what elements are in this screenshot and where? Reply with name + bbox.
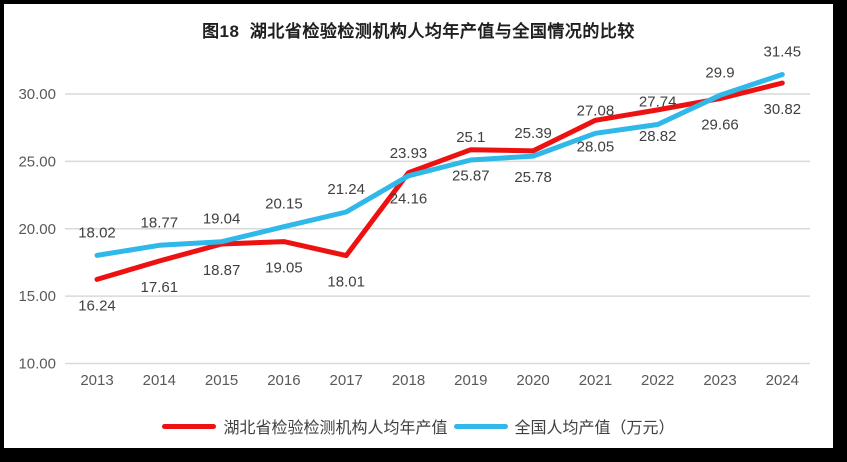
legend-item-hubei: 湖北省检验检测机构人均年产值 — [162, 414, 448, 438]
x-tick-label: 2024 — [766, 372, 799, 389]
chart-title: 图18 湖北省检验检测机构人均年产值与全国情况的比较 — [202, 22, 635, 41]
x-tick-label: 2014 — [143, 372, 176, 389]
legend-label-hubei: 湖北省检验检测机构人均年产值 — [223, 420, 448, 437]
data-label: 17.61 — [141, 279, 179, 296]
data-label: 30.82 — [764, 101, 802, 118]
line-chart-plot-area: 10.00 15.00 20.00 25.00 30.00 2013 2014 2015 201… — [18, 43, 810, 389]
data-label: 21.24 — [327, 181, 365, 198]
x-tick-label: 2013 — [80, 372, 113, 389]
y-tick-label: 30.00 — [18, 86, 56, 103]
x-tick-label: 2017 — [330, 372, 363, 389]
data-label: 25.87 — [452, 168, 490, 185]
data-label: 20.15 — [265, 196, 303, 213]
x-tick-label: 2019 — [454, 372, 487, 389]
data-label: 16.24 — [78, 297, 116, 314]
data-label: 27.08 — [577, 102, 615, 119]
x-tick-label: 2023 — [703, 372, 736, 389]
data-label: 28.05 — [577, 138, 615, 155]
data-label: 18.01 — [327, 274, 365, 291]
legend-item-national: 全国人均产值（万元） — [453, 414, 675, 438]
data-label: 25.39 — [514, 125, 552, 142]
y-tick-label: 20.00 — [18, 221, 56, 238]
y-tick-label: 25.00 — [18, 153, 56, 170]
data-label: 25.78 — [514, 169, 552, 186]
x-tick-label: 2020 — [516, 372, 549, 389]
data-label: 27.74 — [639, 93, 677, 110]
x-tick-label: 2016 — [267, 372, 300, 389]
data-label: 31.45 — [764, 43, 802, 60]
data-label: 28.82 — [639, 128, 677, 145]
data-label: 19.04 — [203, 211, 241, 228]
data-label: 29.66 — [701, 117, 739, 134]
y-tick-label: 15.00 — [18, 288, 56, 305]
blue-line-swatch-icon — [453, 423, 508, 429]
x-tick-label: 2022 — [641, 372, 674, 389]
data-label: 19.05 — [265, 260, 303, 277]
x-tick-label: 2018 — [392, 372, 425, 389]
red-line-swatch-icon — [162, 423, 217, 429]
data-label: 23.93 — [390, 145, 428, 162]
y-tick-label: 10.00 — [18, 356, 56, 373]
data-label: 18.02 — [78, 224, 116, 241]
data-label: 18.77 — [141, 214, 179, 231]
data-label: 18.87 — [203, 262, 241, 279]
x-tick-label: 2015 — [205, 372, 238, 389]
data-label: 25.1 — [456, 129, 485, 146]
legend-label-national: 全国人均产值（万元） — [514, 420, 675, 437]
data-label: 24.16 — [390, 191, 428, 208]
chart-legend: 湖北省检验检测机构人均年产值 全国人均产值（万元） — [4, 414, 833, 438]
series-line-national — [94, 72, 785, 258]
data-label: 29.9 — [705, 64, 734, 81]
x-tick-label: 2021 — [579, 372, 612, 389]
series-line-hubei — [94, 80, 785, 282]
